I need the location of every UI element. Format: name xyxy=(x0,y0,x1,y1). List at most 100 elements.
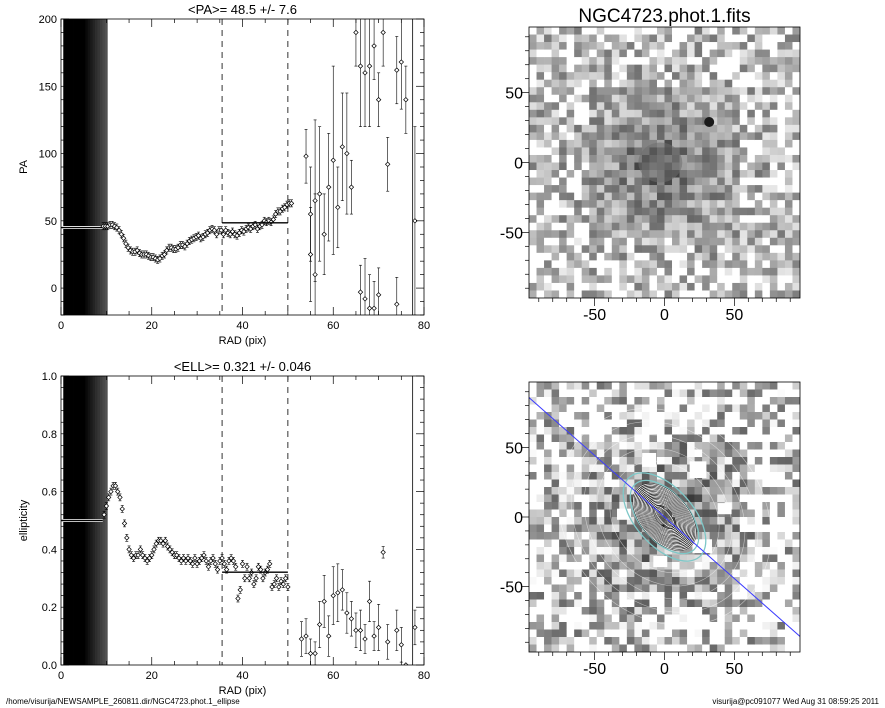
y-axis-label: ellipticity xyxy=(18,499,30,541)
image-pixel xyxy=(702,569,710,578)
inner-error-band xyxy=(102,376,106,665)
image-pixel xyxy=(544,382,552,390)
image-pixel xyxy=(544,419,552,428)
image-pixel xyxy=(619,434,628,443)
image-pixel xyxy=(589,569,598,578)
image-pixel xyxy=(589,117,598,126)
image-pixel xyxy=(687,494,695,503)
image-pixel xyxy=(626,637,635,645)
image-pixel xyxy=(581,419,590,428)
image-pixel xyxy=(529,267,537,276)
data-point xyxy=(375,292,382,298)
image-pixel xyxy=(604,442,613,450)
image-pixel xyxy=(672,275,680,284)
image-pixel xyxy=(544,170,552,178)
image-pixel xyxy=(672,389,680,398)
image-pixel xyxy=(724,464,733,473)
image-pixel xyxy=(739,472,748,480)
image-pixel xyxy=(732,569,741,578)
image-pixel xyxy=(559,397,567,405)
image-pixel xyxy=(634,177,643,186)
image-pixel xyxy=(724,260,733,269)
image-pixel xyxy=(664,644,673,652)
image-pixel xyxy=(626,644,635,652)
image-pixel xyxy=(777,389,786,398)
image-pixel xyxy=(566,442,575,450)
data-point xyxy=(353,627,359,634)
image-pixel xyxy=(702,404,710,413)
image-pixel xyxy=(551,524,560,533)
data-point xyxy=(241,228,247,235)
image-pixel xyxy=(559,412,567,420)
image-pixel xyxy=(574,139,582,148)
image-pixel xyxy=(544,94,552,103)
image-pixel xyxy=(717,185,726,193)
image-pixel xyxy=(777,472,786,480)
image-pixel xyxy=(679,245,688,254)
image-pixel xyxy=(551,162,560,171)
image-pixel xyxy=(762,267,771,276)
image-pixel xyxy=(687,419,695,428)
image-pixel xyxy=(664,200,673,208)
image-pixel xyxy=(717,562,726,570)
image-pixel xyxy=(626,434,635,443)
image-pixel xyxy=(544,87,552,96)
image-pixel xyxy=(649,215,658,224)
image-pixel xyxy=(589,154,598,163)
image-pixel xyxy=(784,517,793,525)
image-pixel xyxy=(566,412,575,420)
image-pixel xyxy=(792,290,800,298)
isophote-outer-white xyxy=(596,447,733,587)
image-pixel xyxy=(672,599,680,608)
image-pixel xyxy=(544,637,552,645)
image-pixel xyxy=(679,577,688,585)
image-pixel xyxy=(709,509,718,518)
image-pixel xyxy=(777,109,786,118)
image-pixel xyxy=(596,252,605,261)
image-pixel xyxy=(529,49,537,58)
data-point xyxy=(160,540,166,547)
image-pixel xyxy=(581,252,590,261)
image-pixel xyxy=(574,412,582,420)
image-pixel xyxy=(784,79,793,88)
image-pixel xyxy=(762,502,771,510)
image-pixel xyxy=(709,644,718,652)
image-pixel xyxy=(762,170,771,178)
image-pixel xyxy=(777,72,786,80)
image-pixel xyxy=(792,154,800,163)
image-pixel xyxy=(754,592,763,600)
image-pixel xyxy=(792,562,800,570)
image-pixel xyxy=(619,397,628,405)
image-pixel xyxy=(754,382,763,390)
image-pixel xyxy=(717,554,726,563)
image-pixel xyxy=(687,614,695,623)
image-pixel xyxy=(694,27,703,35)
image-pixel xyxy=(724,237,733,246)
image-pixel xyxy=(672,472,680,480)
image-pixel xyxy=(732,147,741,156)
footer-user-timestamp: visurija@pc091077 Wed Aug 31 08:59:25 20… xyxy=(712,697,879,706)
image-pixel xyxy=(762,200,771,208)
image-pixel xyxy=(762,282,771,291)
image-pixel xyxy=(769,49,778,58)
inner-error-band xyxy=(77,19,81,315)
image-pixel xyxy=(544,577,552,585)
data-point xyxy=(362,70,368,76)
image-pixel xyxy=(747,42,756,50)
image-pixel xyxy=(656,464,665,473)
image-pixel xyxy=(641,34,650,43)
image-pixel xyxy=(626,554,635,563)
image-pixel xyxy=(762,102,771,111)
image-pixel xyxy=(589,412,598,420)
image-pixel xyxy=(709,577,718,585)
image-pixel xyxy=(754,389,763,398)
image-pixel xyxy=(687,177,695,186)
image-pixel xyxy=(566,207,575,216)
image-pixel xyxy=(544,487,552,495)
image-pixel xyxy=(604,94,613,103)
image-pixel xyxy=(747,397,756,405)
image-pixel xyxy=(777,397,786,405)
image-pixel xyxy=(619,539,628,548)
image-pixel xyxy=(619,252,628,261)
image-pixel xyxy=(792,592,800,600)
